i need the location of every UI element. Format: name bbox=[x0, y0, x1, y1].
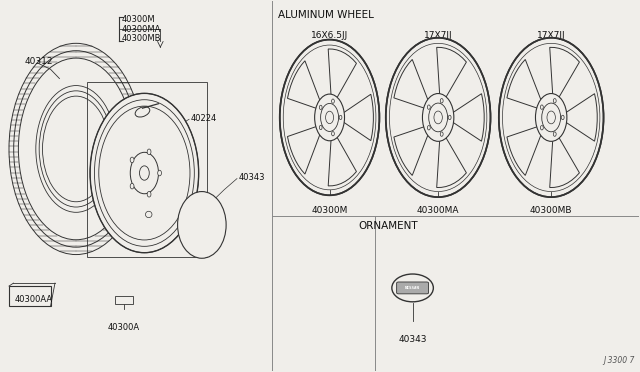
Text: 40300MB: 40300MB bbox=[122, 34, 161, 43]
FancyBboxPatch shape bbox=[115, 296, 133, 304]
Text: ALUMINUM WHEEL: ALUMINUM WHEEL bbox=[278, 10, 374, 20]
Ellipse shape bbox=[386, 38, 490, 197]
Bar bbox=[88, 82, 207, 257]
Text: 40300AA: 40300AA bbox=[15, 295, 53, 304]
Polygon shape bbox=[550, 47, 579, 98]
Text: 40343: 40343 bbox=[238, 173, 265, 182]
Ellipse shape bbox=[145, 211, 152, 218]
Ellipse shape bbox=[554, 132, 556, 136]
Polygon shape bbox=[394, 60, 428, 108]
Text: 40343: 40343 bbox=[398, 335, 427, 344]
Ellipse shape bbox=[315, 94, 344, 141]
Ellipse shape bbox=[440, 132, 443, 136]
Text: 40300A: 40300A bbox=[108, 323, 140, 332]
Ellipse shape bbox=[448, 115, 451, 120]
Ellipse shape bbox=[392, 274, 433, 302]
Ellipse shape bbox=[157, 170, 161, 176]
Polygon shape bbox=[436, 47, 467, 98]
Text: 40300MA: 40300MA bbox=[417, 206, 460, 215]
Ellipse shape bbox=[429, 103, 447, 132]
Ellipse shape bbox=[135, 107, 150, 117]
Ellipse shape bbox=[147, 192, 151, 197]
Ellipse shape bbox=[434, 111, 442, 124]
Polygon shape bbox=[507, 60, 541, 108]
Text: J 3300 7: J 3300 7 bbox=[604, 356, 635, 365]
Text: NISSAN: NISSAN bbox=[405, 286, 420, 290]
Ellipse shape bbox=[131, 152, 159, 194]
Polygon shape bbox=[328, 49, 356, 99]
Ellipse shape bbox=[332, 99, 334, 103]
Text: 40311: 40311 bbox=[147, 104, 173, 113]
Ellipse shape bbox=[339, 115, 342, 119]
Ellipse shape bbox=[392, 47, 484, 187]
Ellipse shape bbox=[536, 93, 567, 141]
Ellipse shape bbox=[130, 157, 134, 163]
Polygon shape bbox=[550, 137, 579, 187]
Ellipse shape bbox=[440, 99, 443, 103]
Ellipse shape bbox=[541, 103, 561, 132]
Text: 40300MB: 40300MB bbox=[530, 206, 572, 215]
Polygon shape bbox=[343, 94, 373, 141]
Polygon shape bbox=[394, 126, 428, 176]
Polygon shape bbox=[436, 137, 467, 187]
Ellipse shape bbox=[505, 47, 597, 187]
Polygon shape bbox=[452, 94, 484, 141]
Ellipse shape bbox=[422, 93, 454, 141]
Polygon shape bbox=[287, 126, 320, 174]
Ellipse shape bbox=[561, 115, 564, 120]
Ellipse shape bbox=[321, 103, 339, 131]
Polygon shape bbox=[507, 126, 541, 176]
Ellipse shape bbox=[147, 149, 151, 155]
Ellipse shape bbox=[280, 39, 380, 195]
Ellipse shape bbox=[326, 111, 333, 124]
Ellipse shape bbox=[130, 183, 134, 189]
Bar bbox=[9, 286, 51, 307]
Text: 40300M: 40300M bbox=[122, 16, 156, 25]
Ellipse shape bbox=[319, 105, 322, 109]
Ellipse shape bbox=[177, 192, 226, 258]
Text: 40300M: 40300M bbox=[312, 206, 348, 215]
Text: 17X7JJ: 17X7JJ bbox=[424, 31, 452, 39]
Polygon shape bbox=[566, 94, 597, 141]
FancyBboxPatch shape bbox=[397, 282, 429, 294]
Ellipse shape bbox=[428, 125, 430, 130]
Text: 40300MA: 40300MA bbox=[122, 25, 161, 34]
Ellipse shape bbox=[547, 111, 556, 124]
Ellipse shape bbox=[428, 105, 430, 109]
Text: 40224: 40224 bbox=[191, 114, 217, 123]
Ellipse shape bbox=[540, 105, 543, 109]
Ellipse shape bbox=[332, 132, 334, 136]
Ellipse shape bbox=[319, 125, 322, 129]
Ellipse shape bbox=[554, 99, 556, 103]
Text: 16X6.5JJ: 16X6.5JJ bbox=[311, 31, 348, 39]
Ellipse shape bbox=[90, 93, 198, 253]
Ellipse shape bbox=[540, 125, 543, 130]
Ellipse shape bbox=[140, 166, 149, 180]
Text: ORNAMENT: ORNAMENT bbox=[358, 221, 418, 231]
Ellipse shape bbox=[499, 38, 604, 197]
Polygon shape bbox=[287, 61, 320, 109]
Ellipse shape bbox=[285, 49, 373, 186]
Text: 17X7JJ: 17X7JJ bbox=[537, 31, 566, 39]
Text: 40312: 40312 bbox=[25, 57, 54, 66]
Polygon shape bbox=[328, 136, 356, 186]
